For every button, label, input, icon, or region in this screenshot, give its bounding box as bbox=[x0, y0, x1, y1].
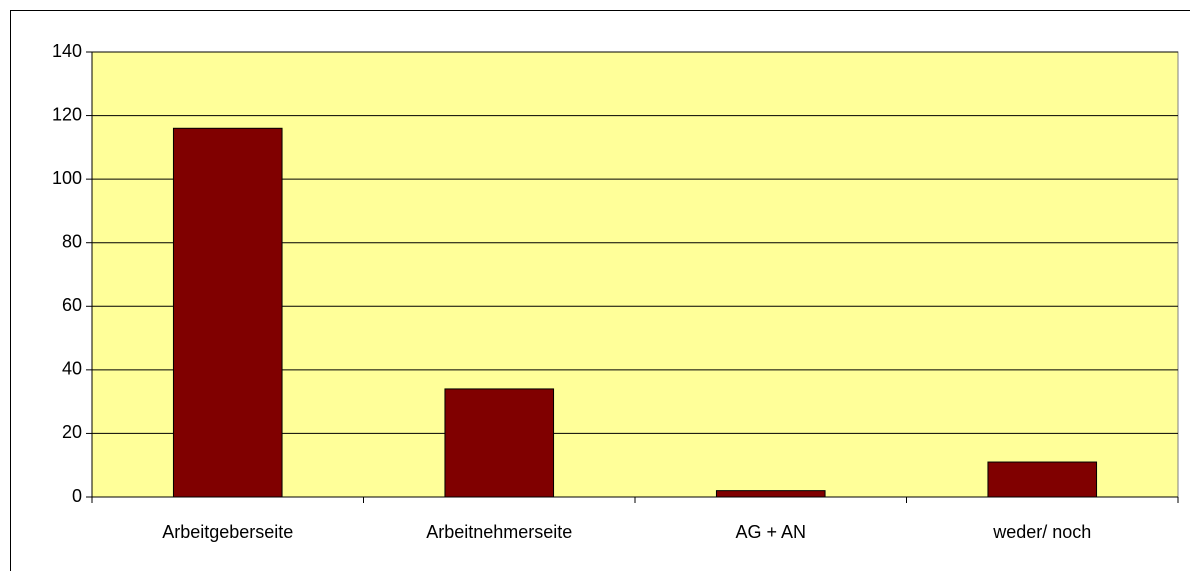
bar bbox=[715, 490, 826, 498]
x-tick-label: AG + AN bbox=[735, 522, 806, 542]
bar bbox=[172, 127, 283, 498]
x-tick-label: Arbeitnehmerseite bbox=[426, 522, 572, 542]
y-tick-label: 100 bbox=[52, 168, 82, 188]
y-tick-label: 140 bbox=[52, 41, 82, 61]
y-tick-label: 20 bbox=[62, 422, 82, 442]
y-tick-label: 60 bbox=[62, 295, 82, 315]
x-tick-label: Arbeitgeberseite bbox=[162, 522, 293, 542]
bar bbox=[987, 461, 1098, 498]
y-tick-label: 120 bbox=[52, 104, 82, 124]
y-tick-label: 40 bbox=[62, 359, 82, 379]
y-tick-label: 0 bbox=[72, 486, 82, 506]
y-tick-label: 80 bbox=[62, 231, 82, 251]
x-tick-label: weder/ noch bbox=[992, 522, 1091, 542]
bar bbox=[444, 388, 555, 498]
